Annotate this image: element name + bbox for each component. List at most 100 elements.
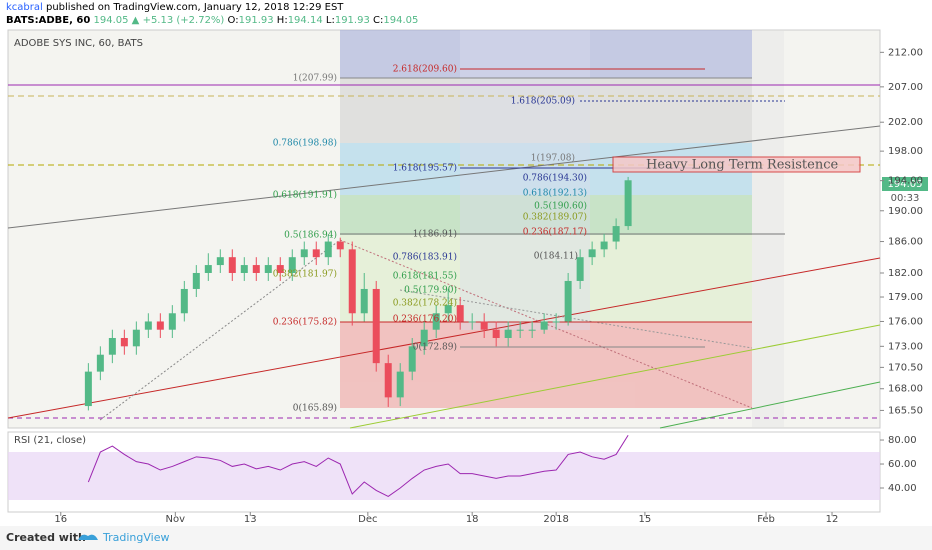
fib-label: 0(172.89) xyxy=(413,342,457,353)
candle-body xyxy=(456,305,464,322)
candle-body xyxy=(168,313,176,330)
candle-body xyxy=(480,321,488,330)
candle-body xyxy=(504,329,512,338)
ohlc-label: C: xyxy=(373,15,384,26)
y-tick-label: 170.50 xyxy=(888,362,923,373)
y-tick-label: 190.00 xyxy=(888,206,923,217)
price-tag xyxy=(882,177,928,191)
rsi-line xyxy=(87,434,629,497)
fib-label: 0.5(179.90) xyxy=(404,285,457,296)
candle-body xyxy=(216,257,224,266)
candle-body xyxy=(276,265,284,273)
candle-body xyxy=(360,288,368,314)
y-tick-label: 80.00 xyxy=(888,435,917,446)
candle-body xyxy=(396,371,404,398)
candle-body xyxy=(444,305,452,314)
candle-body xyxy=(540,321,548,330)
ohlc-value: 194.14 xyxy=(287,15,323,26)
ohlc-value: 191.93 xyxy=(334,15,370,26)
x-tick-label: 12 xyxy=(826,514,839,525)
x-tick-label: 15 xyxy=(639,514,652,525)
candle-body xyxy=(204,265,212,273)
symbol: BATS:ADBE, 60 xyxy=(6,15,91,26)
fib-label: 0.618(181.55) xyxy=(393,271,457,282)
candle-body xyxy=(600,241,608,250)
candle-body xyxy=(408,346,416,372)
x-tick-label: Nov xyxy=(166,514,186,525)
candle-body xyxy=(492,329,500,338)
fib-label: 2.618(209.60) xyxy=(393,64,457,75)
candle-body xyxy=(468,321,476,323)
fib-label: 0(184.11) xyxy=(534,251,578,262)
candle-body xyxy=(552,321,560,323)
x-tick-label: 2018 xyxy=(543,514,568,525)
candle-body xyxy=(156,321,164,330)
y-tick-label: 165.50 xyxy=(888,405,923,416)
candle-body xyxy=(432,313,440,330)
y-tick-label: 212.00 xyxy=(888,47,923,58)
footer-bar xyxy=(0,526,932,550)
candle-body xyxy=(120,337,128,347)
y-tick-label: 198.00 xyxy=(888,146,923,157)
fib-label: 0.5(190.60) xyxy=(534,201,587,212)
ohlc-label: O: xyxy=(227,15,239,26)
header-line: kcabral published on TradingView.com, Ja… xyxy=(6,2,343,13)
fib-label: 1.618(195.57) xyxy=(393,163,457,174)
price: 194.05 xyxy=(93,15,129,26)
x-tick-label: Dec xyxy=(358,514,377,525)
fib-label: 0(165.89) xyxy=(293,403,337,414)
resistance-label: Heavy Long Term Resistence xyxy=(646,158,838,173)
candle-body xyxy=(144,321,152,330)
candle-body xyxy=(252,265,260,273)
y-tick-label: 168.00 xyxy=(888,384,923,395)
candle-body xyxy=(288,257,296,273)
candle-body xyxy=(420,329,428,347)
x-tick-label: 13 xyxy=(244,514,257,525)
candle-body xyxy=(84,371,92,407)
fib-label: 0.236(187.17) xyxy=(523,227,587,238)
y-tick-label: 179.00 xyxy=(888,292,923,303)
rsi-title: RSI (21, close) xyxy=(14,435,86,446)
candle-body xyxy=(300,249,308,258)
candle-body xyxy=(132,329,140,347)
fib-label: 0.5(186.94) xyxy=(284,230,337,241)
candle-body xyxy=(240,265,248,273)
y-tick-label: 182.00 xyxy=(888,268,923,279)
ohlc-label: L: xyxy=(325,15,335,26)
x-tick-label: 16 xyxy=(54,514,67,525)
fib-label: 0.786(194.30) xyxy=(523,173,587,184)
candle-body xyxy=(96,354,104,372)
fib-label: 0.236(175.82) xyxy=(273,317,337,328)
fib-label: 0.786(183.91) xyxy=(393,252,457,263)
fib-label: 0.618(191.91) xyxy=(273,190,337,201)
candle-body xyxy=(264,265,272,273)
y-tick-label: 60.00 xyxy=(888,459,917,470)
publisher[interactable]: kcabral xyxy=(6,2,43,13)
candle-body xyxy=(384,363,392,398)
candle-body xyxy=(372,288,380,364)
fib-label: 1(197.08) xyxy=(531,153,575,164)
candle-body xyxy=(312,249,320,258)
y-tick-label: 207.00 xyxy=(888,82,923,93)
y-tick-label: 173.00 xyxy=(888,341,923,352)
candle-body xyxy=(564,280,572,322)
y-tick-label: 176.00 xyxy=(888,316,923,327)
x-tick-label: 18 xyxy=(466,514,479,525)
candle-body xyxy=(516,329,524,331)
candle-body xyxy=(324,241,332,258)
footer-brand[interactable]: TradingView xyxy=(102,531,169,544)
fib-label: 0.786(198.98) xyxy=(273,138,337,149)
candle-body xyxy=(192,272,200,289)
candle-body xyxy=(348,249,356,314)
fib-label: 1.618(205.09) xyxy=(511,96,575,107)
fib-label: 0.382(178.24) xyxy=(393,298,457,309)
change: +5.13 (+2.72%) xyxy=(142,15,225,26)
fib-label: 1(207.99) xyxy=(293,73,337,84)
fib-label: 0.382(181.97) xyxy=(273,269,337,280)
candle-body xyxy=(528,329,536,331)
published: published on TradingView.com, January 12… xyxy=(45,2,344,13)
fib-zones xyxy=(340,30,784,428)
candle-body xyxy=(336,241,344,250)
